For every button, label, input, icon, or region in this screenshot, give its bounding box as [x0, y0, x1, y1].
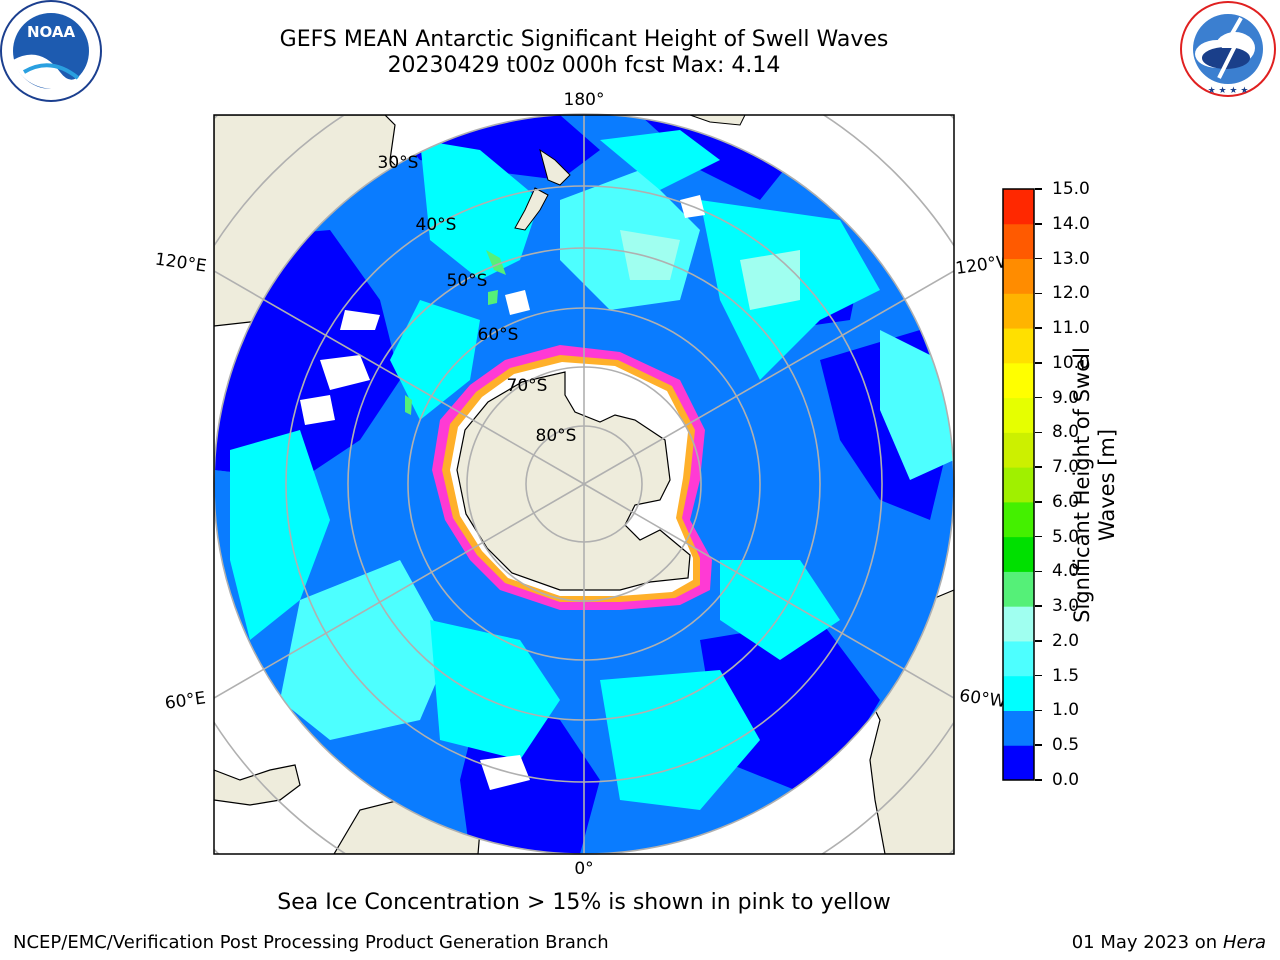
lat-label-50s: 50°S [447, 271, 488, 291]
colorbar-tick-mark [1035, 501, 1042, 503]
map-frame [213, 114, 955, 855]
colorbar-tick-label: 12.0 [1052, 283, 1090, 304]
colorbar-tick-mark [1035, 188, 1042, 190]
colorbar-tick-label: 0.5 [1052, 735, 1080, 756]
lon-label-60e: 60°E [164, 688, 207, 713]
lat-label-70s: 70°S [507, 376, 548, 396]
footer-date-text: 01 May 2023 on [1071, 932, 1218, 953]
colorbar-tick-mark [1035, 744, 1042, 746]
colorbar-tick-label: 2.0 [1052, 630, 1080, 651]
colorbar-tick-label: 8.0 [1052, 422, 1080, 443]
colorbar-segment [1003, 606, 1034, 642]
colorbar-tick-label: 3.0 [1052, 596, 1080, 617]
lon-label-180: 180° [564, 90, 605, 110]
colorbar-segment [1003, 571, 1034, 607]
colorbar-tick-mark [1035, 292, 1042, 295]
colorbar-tick-mark [1035, 709, 1042, 712]
noaa-logo: NOAA [0, 0, 102, 102]
colorbar-tick-mark [1035, 327, 1042, 329]
colorbar-segment [1003, 293, 1034, 329]
colorbar-tick-mark [1035, 396, 1042, 399]
lat-label-60s: 60°S [478, 325, 519, 345]
lon-label-120e: 120°E [154, 250, 208, 277]
madagascar-land [214, 764, 301, 806]
colorbar-tick-label: 14.0 [1052, 213, 1090, 234]
colorbar-segment [1003, 432, 1034, 468]
upper-right-land [689, 115, 746, 126]
colorbar-tick-mark [1035, 431, 1042, 434]
noaa-logo-text: NOAA [27, 23, 76, 41]
lat-label-80s: 80°S [536, 426, 577, 446]
colorbar-segment [1003, 467, 1034, 503]
sea-ice-note: Sea Ice Concentration > 15% is shown in … [277, 890, 891, 915]
colorbar-tick-mark [1035, 257, 1042, 260]
chart-title: GEFS MEAN Antarctic Significant Height o… [279, 27, 889, 52]
colorbar-segment [1003, 328, 1034, 364]
colorbar-tick-mark [1035, 640, 1042, 642]
colorbar-segment [1003, 640, 1034, 677]
colorbar-tick-label: 1.0 [1052, 700, 1080, 721]
colorbar-segment [1003, 258, 1034, 294]
colorbar-tick-mark [1035, 570, 1042, 573]
colorbar-tick-label: 4.0 [1052, 561, 1080, 582]
colorbar [1002, 188, 1035, 781]
footer-date: 01 May 2023 on Hera [1072, 932, 1266, 953]
chart-subtitle: 20230429 t00z 000h fcst Max: 4.14 [387, 53, 781, 78]
colorbar-label: Significant Height of Swell Waves [m] [1070, 347, 1119, 623]
colorbar-segment [1003, 745, 1034, 781]
lon-label-0: 0° [574, 859, 593, 879]
colorbar-tick-mark [1035, 674, 1042, 677]
colorbar-tick-mark [1035, 466, 1042, 468]
antarctica-land [456, 371, 691, 591]
colorbar-tick-mark [1035, 605, 1042, 607]
colorbar-tick-label: 10.0 [1052, 352, 1090, 373]
colorbar-segment [1003, 397, 1034, 433]
colorbar-segment [1003, 223, 1034, 260]
colorbar-segment [1003, 675, 1034, 711]
footer-host: Hera [1222, 932, 1266, 953]
footer-credit: NCEP/EMC/Verification Post Processing Pr… [13, 932, 609, 953]
colorbar-tick-label: 11.0 [1052, 318, 1090, 339]
svg-text:★ ★ ★ ★: ★ ★ ★ ★ [1208, 86, 1249, 96]
colorbar-tick-mark [1035, 535, 1042, 538]
colorbar-tick-label: 7.0 [1052, 457, 1080, 478]
colorbar-segment [1003, 710, 1034, 746]
colorbar-tick-label: 5.0 [1052, 526, 1080, 547]
nws-logo: ★ ★ ★ ★ [1180, 1, 1276, 97]
colorbar-tick-mark [1035, 362, 1042, 364]
lon-label-60w: 60°W [958, 686, 1007, 712]
colorbar-segment [1003, 501, 1034, 538]
colorbar-segment [1003, 189, 1034, 225]
colorbar-tick-label: 6.0 [1052, 491, 1080, 512]
colorbar-tick-mark [1035, 223, 1042, 225]
new-zealand-land [514, 148, 571, 231]
colorbar-tick-label: 9.0 [1052, 387, 1080, 408]
colorbar-tick-label: 0.0 [1052, 770, 1080, 790]
colorbar-segment [1003, 362, 1034, 399]
lat-label-40s: 40°S [416, 215, 457, 235]
colorbar-segment [1003, 536, 1034, 572]
colorbar-tick-label: 1.5 [1052, 665, 1080, 686]
colorbar-tick-label: 15.0 [1052, 179, 1090, 199]
colorbar-tick-label: 13.0 [1052, 248, 1090, 269]
lat-label-30s: 30°S [378, 153, 419, 173]
colorbar-tick-mark [1035, 779, 1042, 781]
